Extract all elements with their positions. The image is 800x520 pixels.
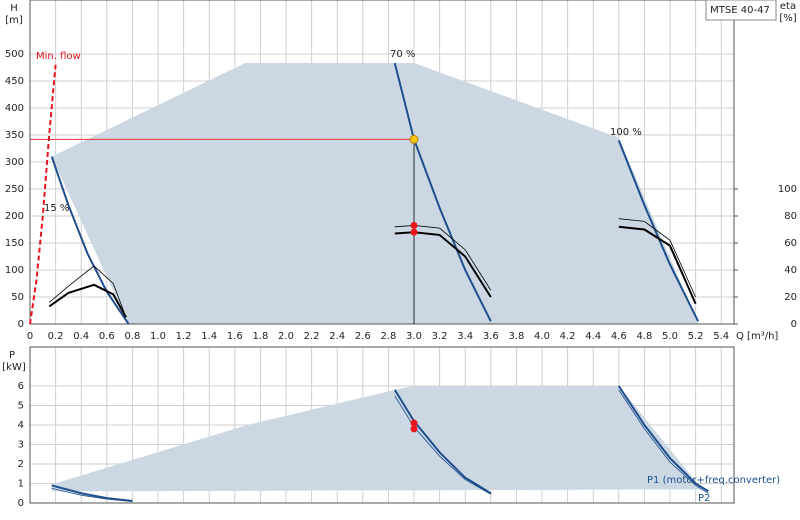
curve	[50, 156, 130, 325]
operating-area-overlay	[51, 386, 702, 492]
y-tick-label: 3	[18, 440, 24, 451]
annotation: 70 %	[390, 49, 415, 60]
x-tick-label: 2.8	[380, 331, 396, 342]
curve	[29, 64, 57, 325]
y2-tick-label: 40	[784, 265, 797, 276]
curve	[394, 225, 492, 291]
y2-tick-label: 0	[791, 319, 797, 330]
curve	[393, 62, 492, 322]
x-tick-label: 1.0	[150, 331, 166, 342]
point	[410, 228, 418, 236]
y-tick-label: 0	[18, 498, 24, 509]
x-tick-label: 0.8	[124, 331, 140, 342]
curve	[617, 140, 700, 322]
title-box	[705, 0, 777, 21]
plot-frame	[29, 0, 735, 325]
curve	[618, 225, 697, 305]
operating-area-overlay	[51, 63, 699, 325]
x-tick-label: 1.6	[227, 331, 243, 342]
y-tick-label: 500	[5, 49, 24, 60]
x-tick-label: 4.8	[636, 331, 652, 342]
curve	[618, 218, 696, 298]
x-tick-label: 3.0	[406, 331, 422, 342]
y-tick-label: 100	[5, 265, 24, 276]
x-tick-label: 2.2	[304, 331, 320, 342]
x-tick-label: 0.4	[73, 331, 89, 342]
y-tick-label: 4	[18, 420, 24, 431]
title: MTSE 40-47	[710, 5, 770, 16]
x-tick-label: 4.2	[560, 331, 576, 342]
x-tick-label: 4.4	[585, 331, 601, 342]
point	[410, 425, 418, 433]
curve	[48, 283, 127, 318]
curve	[51, 487, 133, 502]
point	[410, 419, 418, 427]
y-tick-label: 350	[5, 130, 24, 141]
annotation: 15 %	[44, 203, 69, 214]
y-tick-label: 200	[5, 211, 24, 222]
y-tick-label: 250	[5, 184, 24, 195]
y-tick-label: 150	[5, 238, 24, 249]
curve	[394, 231, 492, 298]
x-tick-label: 3.6	[483, 331, 499, 342]
y-tick-label: 6	[18, 381, 24, 392]
x-tick-label: 4.0	[534, 331, 550, 342]
annotation: 100 %	[610, 127, 642, 138]
point	[409, 134, 419, 144]
y-tick-label: 400	[5, 103, 24, 114]
y-label: H	[10, 3, 18, 14]
y-tick-label: 300	[5, 157, 24, 168]
curve	[394, 395, 491, 495]
x-tick-label: 2.6	[355, 331, 371, 342]
annotation: Min. flow	[36, 51, 81, 62]
y-tick-label: 450	[5, 76, 24, 87]
panel: 0 0.2 0.4 0.6 0.8 1.0 1.2 1.4 1.6 1.8 2.0 2.2 2.4 2.6…	[5, 0, 797, 342]
curve	[617, 385, 709, 493]
y-tick-label: 1	[18, 479, 24, 490]
x-tick-label: 0	[27, 331, 33, 342]
curve	[48, 265, 127, 318]
curve	[618, 389, 709, 494]
x-tick-label: 3.8	[508, 331, 524, 342]
annotation: P2	[698, 493, 710, 504]
x-tick-label: 0.2	[48, 331, 64, 342]
plot-frame	[29, 346, 735, 504]
y2-label: eta	[780, 1, 796, 12]
x-tick-label: 1.2	[176, 331, 192, 342]
y2-tick-label: 60	[784, 238, 797, 249]
x-tick-label: 5.4	[713, 331, 729, 342]
x-tick-label: 0.6	[99, 331, 115, 342]
y-unit: [kW]	[2, 362, 26, 373]
curve	[393, 389, 492, 495]
x-tick-label: 2.0	[278, 331, 294, 342]
x-tick-label: 3.2	[432, 331, 448, 342]
x-tick-label: 2.4	[329, 331, 345, 342]
x-tick-label: 1.4	[201, 331, 217, 342]
annotation: P1 (motor+freq.converter)	[647, 475, 780, 486]
y-label: P	[9, 350, 15, 361]
x-tick-label: 5.2	[688, 331, 704, 342]
x-tick-label: 3.4	[457, 331, 473, 342]
curve	[51, 484, 133, 503]
panel: 0 1 2 3 4 5 6 P[kW] P1 (motor+freq.converter) P2	[2, 346, 780, 509]
x-tick-label: 1.8	[252, 331, 268, 342]
y-tick-label: 0	[18, 319, 24, 330]
x-tick-label: 5.0	[662, 331, 678, 342]
y2-tick-label: 100	[778, 184, 797, 195]
y-tick-label: 2	[18, 459, 24, 470]
y2-unit: [%]	[779, 13, 796, 24]
point	[410, 221, 418, 229]
y-unit: [m]	[5, 15, 23, 26]
y-tick-label: 5	[18, 401, 24, 412]
y-tick-label: 50	[11, 292, 24, 303]
y2-tick-label: 20	[784, 292, 797, 303]
y2-tick-label: 80	[784, 211, 797, 222]
x-tick-label: 4.6	[611, 331, 627, 342]
x-label: Q [m³/h]	[736, 331, 778, 342]
